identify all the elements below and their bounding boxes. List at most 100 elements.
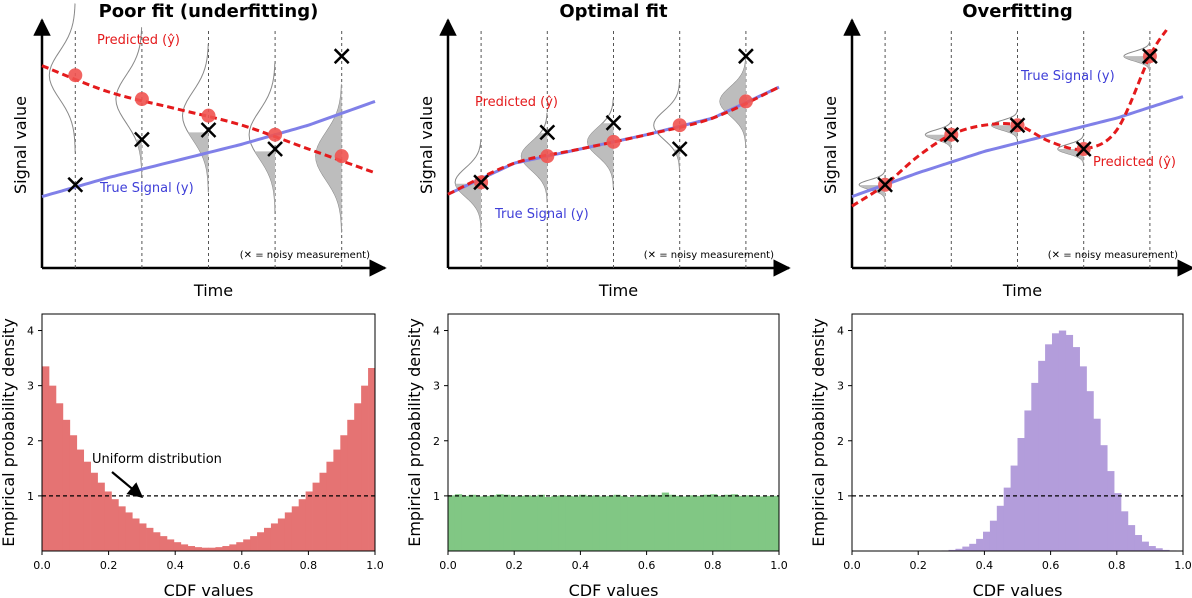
predicted-point	[68, 68, 83, 83]
predicted-point	[334, 149, 349, 164]
x-tick-label: 0.4	[976, 559, 994, 572]
histogram-bar	[523, 495, 532, 551]
histogram-bar	[675, 495, 683, 551]
histogram-bar	[90, 472, 98, 551]
histogram-bar	[1072, 347, 1080, 551]
histogram-bar	[585, 495, 594, 551]
predicted-label: Predicted (ŷ)	[97, 33, 180, 48]
cdf-shaded-area	[188, 132, 209, 192]
histogram-bar	[1065, 334, 1074, 551]
cdf-shaded-area	[1123, 56, 1150, 72]
x-tick-label: 0.8	[704, 559, 722, 572]
histogram-bar	[340, 435, 348, 551]
x-axis-label: CDF values	[164, 581, 254, 598]
axes-frame	[447, 313, 780, 552]
histogram-bar	[1051, 333, 1060, 551]
y-axis-label: Empirical probability density	[809, 318, 828, 547]
histogram-bar	[599, 496, 608, 551]
x-tick-label: 0.6	[1042, 559, 1060, 572]
histogram-bar	[354, 403, 362, 551]
histogram-bar	[333, 449, 341, 551]
histogram-bar	[1086, 391, 1094, 551]
x-tick-label: 0.2	[505, 559, 523, 572]
cdf-shaded-area	[991, 125, 1018, 141]
x-tick-label: 0.2	[100, 559, 118, 572]
histogram-bar	[368, 368, 376, 551]
cdf-shaded-area	[254, 151, 276, 211]
histogram-bar	[730, 494, 739, 551]
histogram-bar	[737, 495, 745, 551]
histogram-bar	[326, 461, 334, 551]
histogram-bar	[83, 461, 91, 551]
histogram-bar	[1093, 418, 1101, 551]
histogram-bar	[510, 496, 518, 551]
histogram-bar	[187, 546, 196, 551]
histogram-bar	[1141, 541, 1149, 551]
x-tick-label: 0.4	[572, 559, 590, 572]
axes-frame	[851, 313, 1184, 552]
histogram-bar	[475, 496, 483, 551]
annotation-arrow	[111, 471, 144, 498]
histogram-bar	[579, 494, 587, 551]
predicted-point	[738, 94, 753, 109]
x-tick-label: 1.0	[1174, 559, 1192, 572]
histogram-bar	[1155, 548, 1163, 551]
panel-title: Overfitting	[962, 1, 1073, 22]
histogram-bar	[654, 495, 663, 551]
cdf-shaded-area	[1057, 149, 1084, 165]
noisy-measurement-marker	[134, 131, 150, 148]
noisy-measurement-marker	[539, 124, 556, 141]
histogram-bar	[1100, 445, 1108, 551]
histogram-bar	[620, 495, 628, 551]
noisy-measurement-marker	[473, 174, 489, 191]
histogram-panel-3: 0.0 0.2 0.4 0.6 0.8 1.0 1 2 3 4 CDF values Empirica…	[809, 313, 1192, 598]
panel-title: Poor fit (underfitting)	[99, 1, 319, 22]
histogram-bar	[1127, 525, 1136, 551]
x-axis-label: Time	[1002, 281, 1042, 300]
predictive-pdf	[48, 3, 76, 152]
histogram-bar	[516, 495, 525, 551]
signal-panel-2: Optimal fit Time Signal value True Signal (…	[417, 1, 791, 300]
noisy-measurement-marker	[877, 176, 893, 193]
noisy-measurement-marker	[605, 114, 622, 131]
predicted-point	[134, 92, 149, 107]
histogram-bar	[592, 495, 601, 551]
histogram-bar	[647, 494, 656, 551]
histogram-bar	[1107, 471, 1115, 551]
histogram-bar	[215, 547, 223, 551]
measurement-note: (✕ = noisy measurement)	[644, 250, 774, 261]
histogram-bar	[1120, 511, 1129, 551]
histogram-bar	[284, 512, 293, 551]
histogram-bar	[166, 539, 175, 551]
histogram-bar	[153, 532, 161, 551]
y-tick-label: 3	[27, 380, 34, 393]
histogram-bar	[765, 495, 773, 551]
noisy-measurement-marker	[67, 176, 84, 193]
histogram-bar	[159, 536, 168, 551]
histogram-bar	[1003, 487, 1012, 551]
histogram-bar	[565, 495, 573, 551]
histogram-bar	[461, 495, 470, 551]
histogram-bar	[976, 538, 984, 551]
x-tick-label: 1.0	[366, 559, 384, 572]
x-tick-label: 0.8	[1108, 559, 1126, 572]
histogram-bar	[222, 546, 230, 551]
signal-panel-3: Overfitting Time Signal value True Signal (…	[821, 1, 1192, 300]
histogram-bar	[627, 496, 635, 551]
y-axis-label: Signal value	[417, 96, 436, 194]
histogram-bar	[989, 520, 998, 551]
x-tick-label: 0.4	[166, 559, 184, 572]
histogram-bar	[551, 495, 559, 551]
cdf-shaded-area	[673, 149, 680, 171]
histogram-bar	[710, 494, 718, 551]
x-tick-label: 0.6	[638, 559, 656, 572]
histogram-bar	[132, 518, 140, 551]
true-signal-label: True Signal (y)	[1020, 69, 1115, 84]
histogram-bar	[277, 518, 286, 551]
histogram-bar	[606, 495, 614, 551]
histogram-bar	[537, 494, 545, 551]
histogram-bar	[62, 419, 71, 551]
histogram-bar	[1010, 465, 1018, 551]
predictive-pdf	[248, 62, 276, 212]
predictive-pdf	[115, 27, 143, 176]
